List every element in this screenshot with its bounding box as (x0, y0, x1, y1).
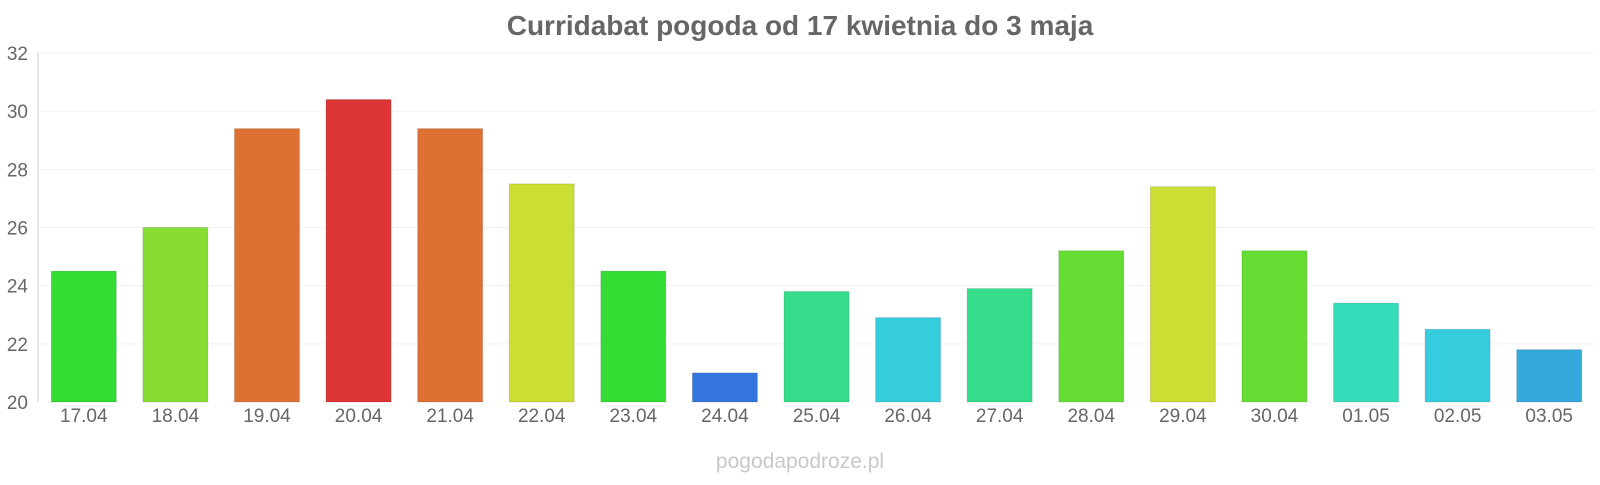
bar (1516, 349, 1583, 403)
bar (50, 270, 117, 403)
bar (1058, 250, 1125, 403)
watermark: pogodapodroze.pl (715, 450, 885, 473)
x-tick-label: 29.04 (1159, 406, 1207, 427)
x-tick-label: 19.04 (243, 406, 291, 427)
y-tick-label: 26 (7, 219, 28, 240)
x-tick-label: 30.04 (1251, 406, 1299, 427)
x-tick-label: 26.04 (884, 406, 932, 427)
y-tick-label: 28 (7, 160, 28, 181)
x-tick-label: 27.04 (976, 406, 1024, 427)
bar (1333, 302, 1400, 403)
bar (508, 183, 575, 403)
bar (1149, 186, 1216, 403)
x-tick-label: 01.05 (1342, 406, 1390, 427)
bar (325, 99, 392, 403)
bar (783, 290, 850, 403)
x-tick-label: 21.04 (426, 406, 474, 427)
x-tick-label: 03.05 (1525, 406, 1573, 427)
y-tick-label: 24 (7, 277, 29, 298)
x-tick-label: 20.04 (335, 406, 383, 427)
bar (142, 227, 209, 403)
bar (691, 372, 758, 403)
bar (600, 270, 667, 403)
y-tick-label: 22 (7, 335, 28, 356)
y-tick-label: 32 (7, 44, 28, 65)
bar (1241, 250, 1308, 403)
bar (233, 128, 300, 403)
x-tick-label: 23.04 (610, 406, 658, 427)
y-tick-label: 20 (7, 393, 28, 414)
y-tick-label: 30 (7, 102, 28, 123)
x-tick-label: 18.04 (152, 406, 200, 427)
bar (417, 128, 484, 403)
x-tick-label: 02.05 (1434, 406, 1482, 427)
x-tick-label: 28.04 (1067, 406, 1115, 427)
x-tick-label: 22.04 (518, 406, 566, 427)
x-tick-label: 25.04 (793, 406, 841, 427)
x-tick-label: 17.04 (60, 406, 108, 427)
bar (1424, 328, 1491, 403)
chart-title: Curridabat pogoda od 17 kwietnia do 3 ma… (506, 10, 1094, 41)
bar (966, 288, 1033, 403)
x-tick-label: 24.04 (701, 406, 749, 427)
bar (875, 317, 942, 403)
